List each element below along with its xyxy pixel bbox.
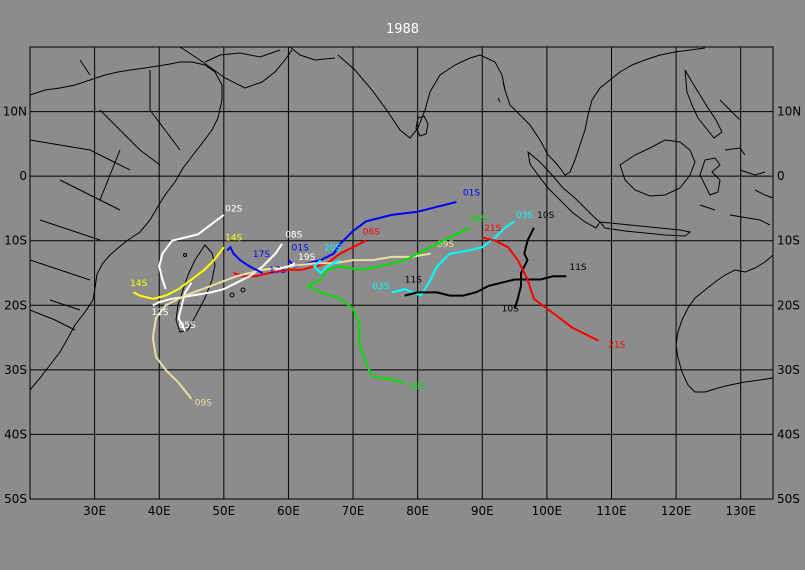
x-tick-label: 70E (342, 504, 365, 518)
comoros-island (183, 253, 187, 257)
track-label: 09S (437, 240, 454, 250)
se-asia-coast (479, 47, 706, 176)
y-tick-label-right: 50S (777, 492, 800, 506)
madagascar-coast (175, 244, 216, 333)
india-coast (337, 54, 481, 139)
reunion-island (229, 292, 235, 298)
x-tick-label: 80E (406, 504, 429, 518)
map-title: 1988 (385, 22, 420, 37)
axis-labels: 30E 40E 50E 60E 70E 80E 90E 100E 110E 120E 130E 10N… (3, 105, 802, 518)
y-tick-label-right: 10N (777, 105, 801, 119)
x-tick-label: 40E (148, 504, 171, 518)
track-label: 05S (179, 321, 196, 331)
track-08S (171, 243, 283, 300)
coastlines (29, 46, 774, 393)
y-tick-label-left: 50S (4, 492, 27, 506)
track-label: 11S (569, 263, 586, 273)
track-20S (313, 259, 341, 274)
y-tick-label-left: 10N (3, 105, 27, 119)
y-tick-label-left: 30S (4, 363, 27, 377)
sri-lanka-coast (415, 115, 429, 137)
y-tick-label-left: 20S (4, 298, 27, 312)
track-21S (482, 236, 600, 342)
track-16S (306, 226, 470, 384)
x-tick-label: 30E (83, 504, 106, 518)
x-tick-label: 130E (725, 504, 756, 518)
y-tick-label-left: 10S (4, 234, 27, 248)
track-label: 12S (151, 308, 168, 318)
track-label: 03S (372, 282, 389, 292)
borneo-coast (619, 139, 696, 197)
track-end-label: 21S (608, 340, 625, 350)
track-end-label: 10S (502, 305, 519, 315)
mauritius-island (240, 287, 246, 293)
lat-lon-grid (30, 47, 773, 499)
y-tick-label-right: 10S (777, 234, 800, 248)
y-tick-label-left: 0 (19, 169, 27, 183)
track-label: 10S (537, 211, 554, 221)
new-guinea-coast (754, 189, 774, 199)
track-label: 01S (463, 189, 480, 199)
y-tick-label-right: 40S (777, 427, 800, 441)
x-tick-label: 60E (277, 504, 300, 518)
y-tick-label-right: 0 (777, 169, 785, 183)
africa-coast (29, 61, 223, 391)
x-tick-label: 100E (532, 504, 563, 518)
andaman-islands (497, 81, 506, 103)
track-01S (320, 201, 457, 261)
cyclone-tracks: 01S 01S 02S 03S 03S 05S 06S 08S 09S 09S 10S 10S 11S 1… (130, 189, 626, 409)
y-tick-label-right: 30S (777, 363, 800, 377)
java-coast (598, 221, 692, 237)
track-end-label: 16S (408, 382, 425, 392)
track-05S (177, 282, 193, 332)
track-label: 14S (225, 234, 242, 244)
track-label: 21S (484, 224, 501, 234)
track-06S (233, 239, 367, 278)
track-19S (275, 262, 296, 271)
track-label: 20S (324, 243, 341, 253)
track-label: 06S (363, 227, 380, 237)
y-tick-label-left: 40S (4, 427, 27, 441)
track-label: 02S (225, 205, 242, 215)
track-end-label: 17S (269, 266, 286, 276)
track-label: 19S (298, 253, 315, 263)
track-label: 16S (469, 214, 486, 224)
track-end-label: 09S (195, 398, 212, 408)
track-label: 03S (516, 211, 533, 221)
arabia-coast (179, 46, 336, 89)
track-02S (158, 214, 225, 290)
track-label: 01S (292, 243, 309, 253)
map-frame (29, 46, 774, 500)
track-label: 08S (285, 230, 302, 240)
track-14S (132, 246, 225, 300)
track-12S (152, 297, 173, 307)
track-17S (226, 246, 264, 274)
philippines-coast (684, 69, 741, 139)
track-end-label: 14S (130, 279, 147, 289)
x-tick-label: 120E (661, 504, 692, 518)
australia-coast (675, 254, 774, 393)
x-tick-label: 50E (212, 504, 235, 518)
africa-borders (29, 59, 181, 331)
sumatra-coast (527, 150, 601, 229)
y-tick-label-right: 20S (777, 298, 800, 312)
sulawesi-coast (699, 147, 771, 226)
track-11S (404, 275, 567, 297)
x-tick-label: 90E (471, 504, 494, 518)
track-end-label: 11S (405, 276, 422, 286)
track-10S (513, 227, 535, 309)
track-09S (151, 252, 431, 400)
track-label: 17S (253, 250, 270, 260)
x-tick-label: 110E (596, 504, 627, 518)
